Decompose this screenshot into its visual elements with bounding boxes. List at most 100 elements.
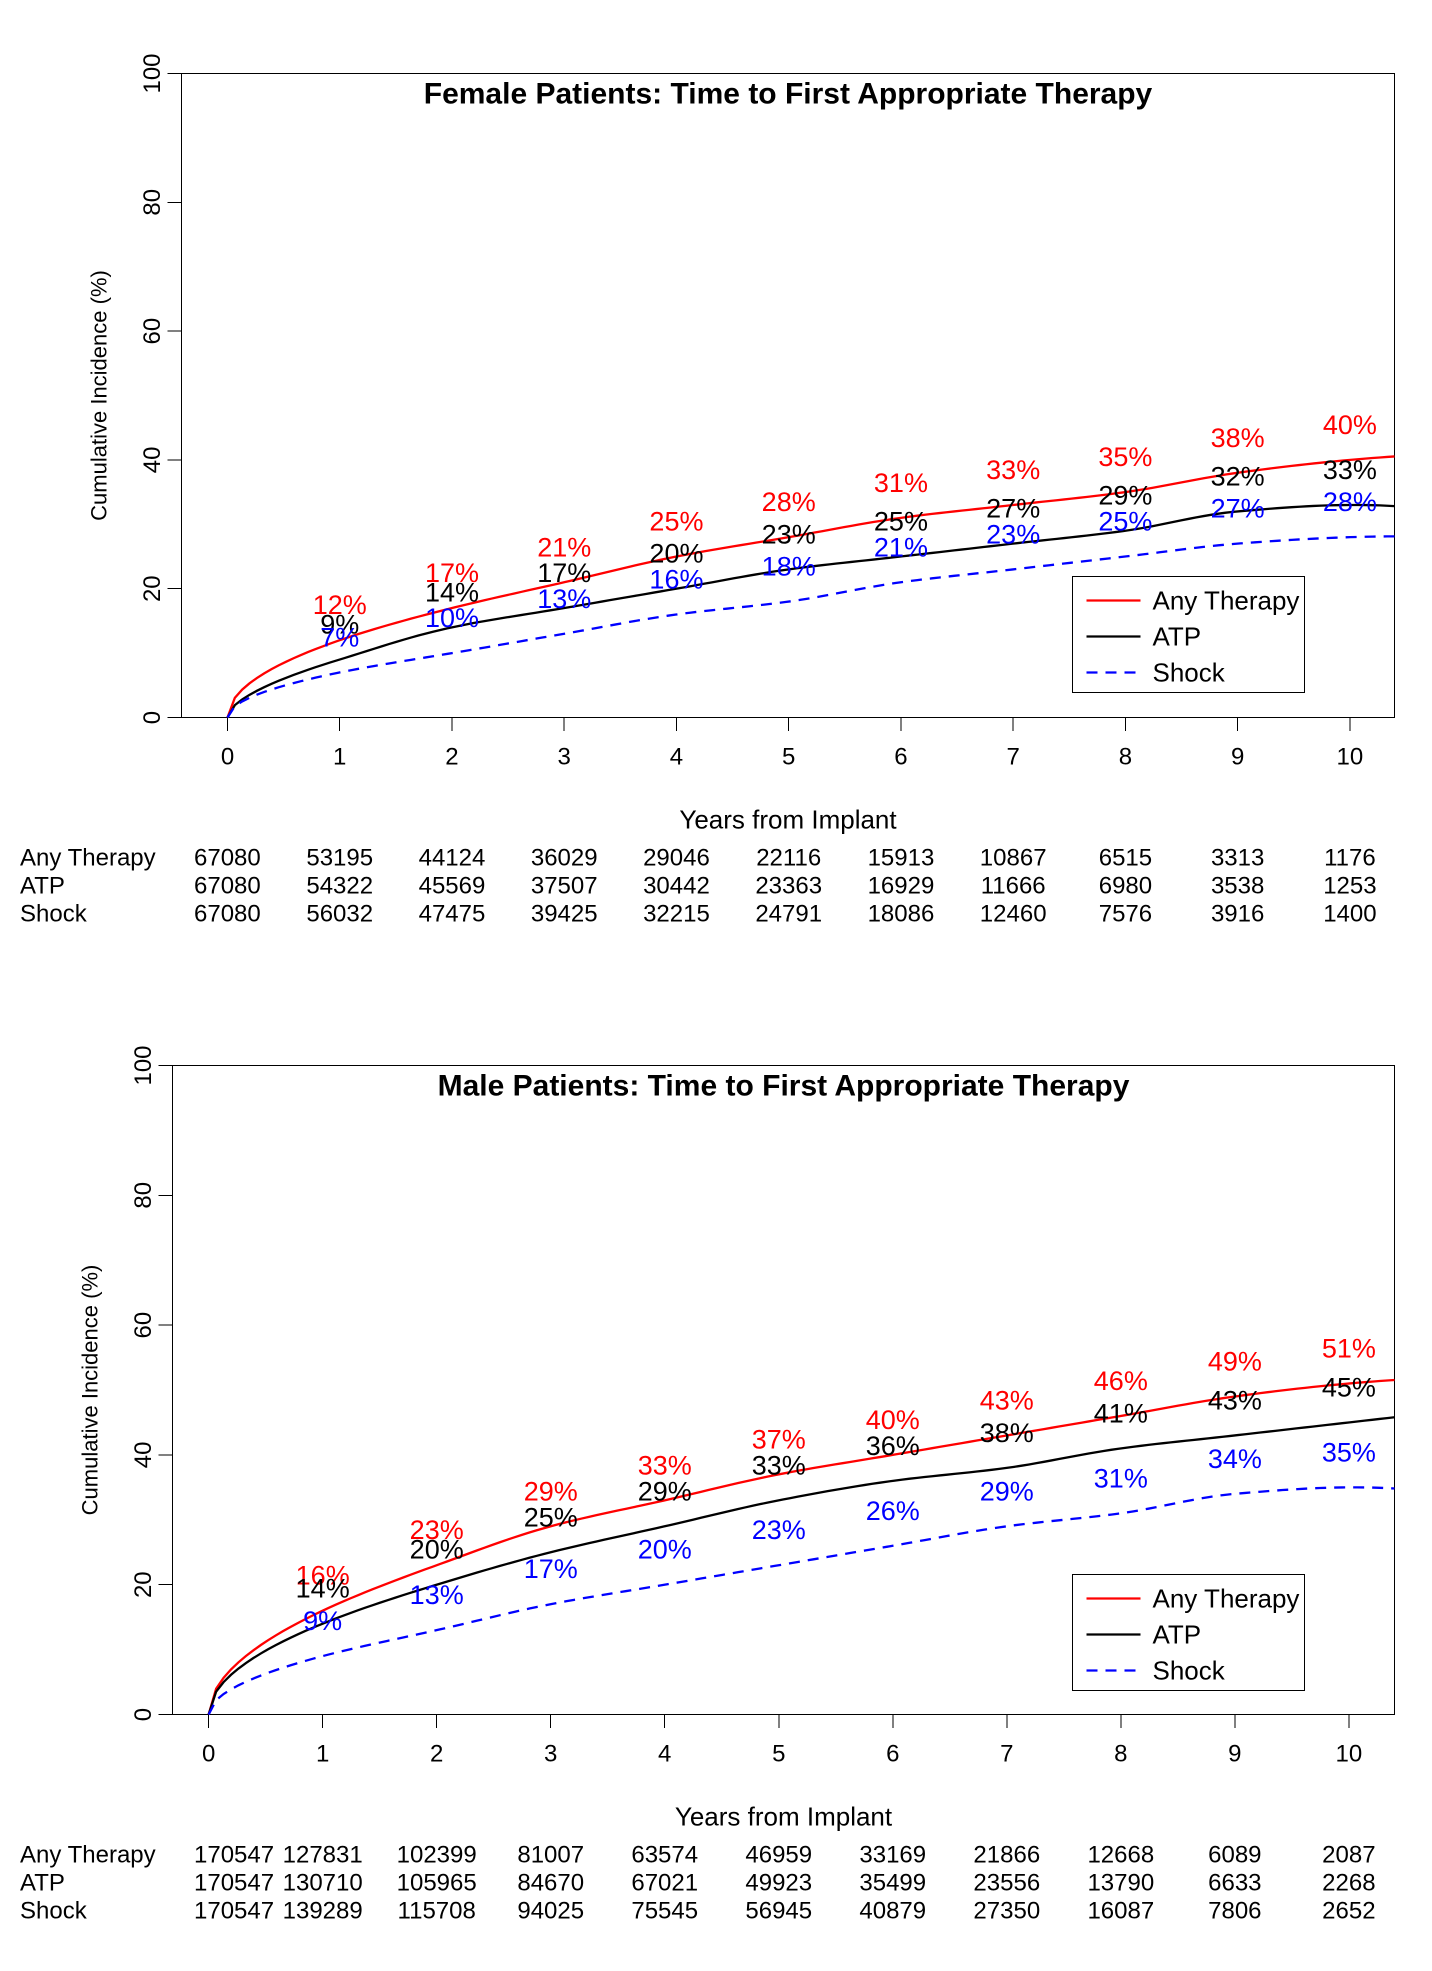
svg-text:6: 6 (886, 1741, 899, 1768)
svg-text:25%: 25% (649, 507, 703, 537)
svg-text:26%: 26% (866, 1496, 920, 1526)
svg-text:23%: 23% (986, 519, 1040, 549)
svg-text:3538: 3538 (1211, 873, 1264, 900)
svg-text:170547: 170547 (194, 1842, 274, 1869)
svg-text:6: 6 (894, 744, 907, 771)
svg-text:24791: 24791 (755, 901, 822, 928)
svg-text:8: 8 (1119, 744, 1132, 771)
svg-text:39425: 39425 (531, 901, 598, 928)
svg-text:100: 100 (139, 53, 166, 93)
svg-text:7806: 7806 (1208, 1898, 1261, 1925)
svg-text:56945: 56945 (745, 1898, 812, 1925)
svg-text:2: 2 (445, 744, 458, 771)
svg-text:3916: 3916 (1211, 901, 1264, 928)
svg-text:2652: 2652 (1322, 1898, 1375, 1925)
svg-text:67080: 67080 (194, 901, 261, 928)
svg-text:7576: 7576 (1099, 901, 1152, 928)
svg-text:6089: 6089 (1208, 1842, 1261, 1869)
svg-text:45569: 45569 (419, 873, 486, 900)
svg-text:2268: 2268 (1322, 1870, 1375, 1897)
svg-text:0: 0 (139, 711, 166, 724)
svg-text:3: 3 (558, 744, 571, 771)
svg-text:170547: 170547 (194, 1870, 274, 1897)
svg-text:94025: 94025 (517, 1898, 584, 1925)
svg-text:139289: 139289 (283, 1898, 363, 1925)
svg-text:11666: 11666 (981, 873, 1046, 900)
svg-text:40%: 40% (1323, 410, 1377, 440)
svg-text:18%: 18% (762, 552, 816, 582)
svg-text:102399: 102399 (397, 1842, 477, 1869)
svg-text:13%: 13% (410, 1580, 464, 1610)
svg-text:4: 4 (670, 744, 683, 771)
svg-text:10867: 10867 (980, 845, 1047, 872)
svg-text:6980: 6980 (1099, 873, 1152, 900)
svg-text:25%: 25% (524, 1502, 578, 1532)
svg-text:Male Patients: Time to First A: Male Patients: Time to First Appropriate… (438, 1070, 1130, 1103)
svg-text:0: 0 (202, 1741, 215, 1768)
svg-text:40: 40 (130, 1442, 157, 1469)
svg-text:35%: 35% (1098, 442, 1152, 472)
svg-text:84670: 84670 (517, 1870, 584, 1897)
svg-text:2: 2 (430, 1741, 443, 1768)
svg-text:20: 20 (130, 1571, 157, 1598)
svg-text:20: 20 (139, 575, 166, 602)
svg-text:16%: 16% (649, 564, 703, 594)
svg-text:75545: 75545 (631, 1898, 698, 1925)
svg-text:1253: 1253 (1323, 873, 1376, 900)
svg-text:18086: 18086 (868, 901, 935, 928)
svg-text:43%: 43% (980, 1385, 1034, 1415)
svg-text:3: 3 (544, 1741, 557, 1768)
svg-text:13%: 13% (537, 584, 591, 614)
svg-text:46959: 46959 (745, 1842, 812, 1869)
svg-text:37507: 37507 (531, 873, 598, 900)
svg-text:81007: 81007 (517, 1842, 584, 1869)
svg-text:Cumulative Incidence (%): Cumulative Incidence (%) (87, 270, 112, 521)
svg-text:41%: 41% (1094, 1398, 1148, 1428)
svg-text:56032: 56032 (306, 901, 373, 928)
svg-text:ATP: ATP (1153, 622, 1202, 652)
svg-text:38%: 38% (980, 1418, 1034, 1448)
svg-text:Any Therapy: Any Therapy (1153, 1584, 1300, 1614)
svg-text:7%: 7% (320, 622, 359, 652)
svg-text:25%: 25% (1098, 507, 1152, 537)
svg-text:23%: 23% (752, 1515, 806, 1545)
svg-text:6633: 6633 (1208, 1870, 1261, 1897)
svg-text:170547: 170547 (194, 1898, 274, 1925)
svg-text:33%: 33% (752, 1450, 806, 1480)
svg-text:80: 80 (130, 1182, 157, 1209)
svg-text:27%: 27% (1211, 494, 1265, 524)
svg-text:20%: 20% (638, 1535, 692, 1565)
svg-text:36029: 36029 (531, 845, 598, 872)
svg-text:ATP: ATP (1153, 1620, 1202, 1650)
svg-text:34%: 34% (1208, 1444, 1262, 1474)
svg-text:23363: 23363 (755, 873, 822, 900)
svg-text:7: 7 (1000, 1741, 1013, 1768)
svg-text:ATP: ATP (20, 1870, 65, 1897)
svg-text:38%: 38% (1211, 423, 1265, 453)
svg-text:Cumulative Incidence (%): Cumulative Incidence (%) (78, 1265, 103, 1516)
svg-text:15913: 15913 (868, 845, 935, 872)
svg-text:2087: 2087 (1322, 1842, 1375, 1869)
svg-text:47475: 47475 (419, 901, 486, 928)
svg-text:5: 5 (782, 744, 795, 771)
svg-text:10: 10 (1337, 744, 1364, 771)
svg-text:Female Patients: Time to First: Female Patients: Time to First Appropria… (424, 78, 1153, 111)
svg-text:7: 7 (1007, 744, 1020, 771)
svg-text:67021: 67021 (631, 1870, 698, 1897)
svg-text:Any Therapy: Any Therapy (20, 845, 156, 872)
svg-text:10: 10 (1336, 1741, 1363, 1768)
svg-text:Years from Implant: Years from Implant (675, 1802, 893, 1832)
svg-text:80: 80 (139, 189, 166, 216)
svg-text:45%: 45% (1322, 1372, 1376, 1402)
svg-text:9: 9 (1231, 744, 1244, 771)
svg-text:Years from Implant: Years from Implant (679, 805, 897, 835)
svg-text:22116: 22116 (756, 845, 821, 872)
svg-text:1400: 1400 (1323, 901, 1376, 928)
svg-text:28%: 28% (762, 487, 816, 517)
svg-text:6515: 6515 (1099, 845, 1152, 872)
svg-text:46%: 46% (1094, 1366, 1148, 1396)
svg-text:49%: 49% (1208, 1346, 1262, 1376)
svg-text:36%: 36% (866, 1431, 920, 1461)
svg-text:49923: 49923 (745, 1870, 812, 1897)
svg-text:17%: 17% (524, 1554, 578, 1584)
